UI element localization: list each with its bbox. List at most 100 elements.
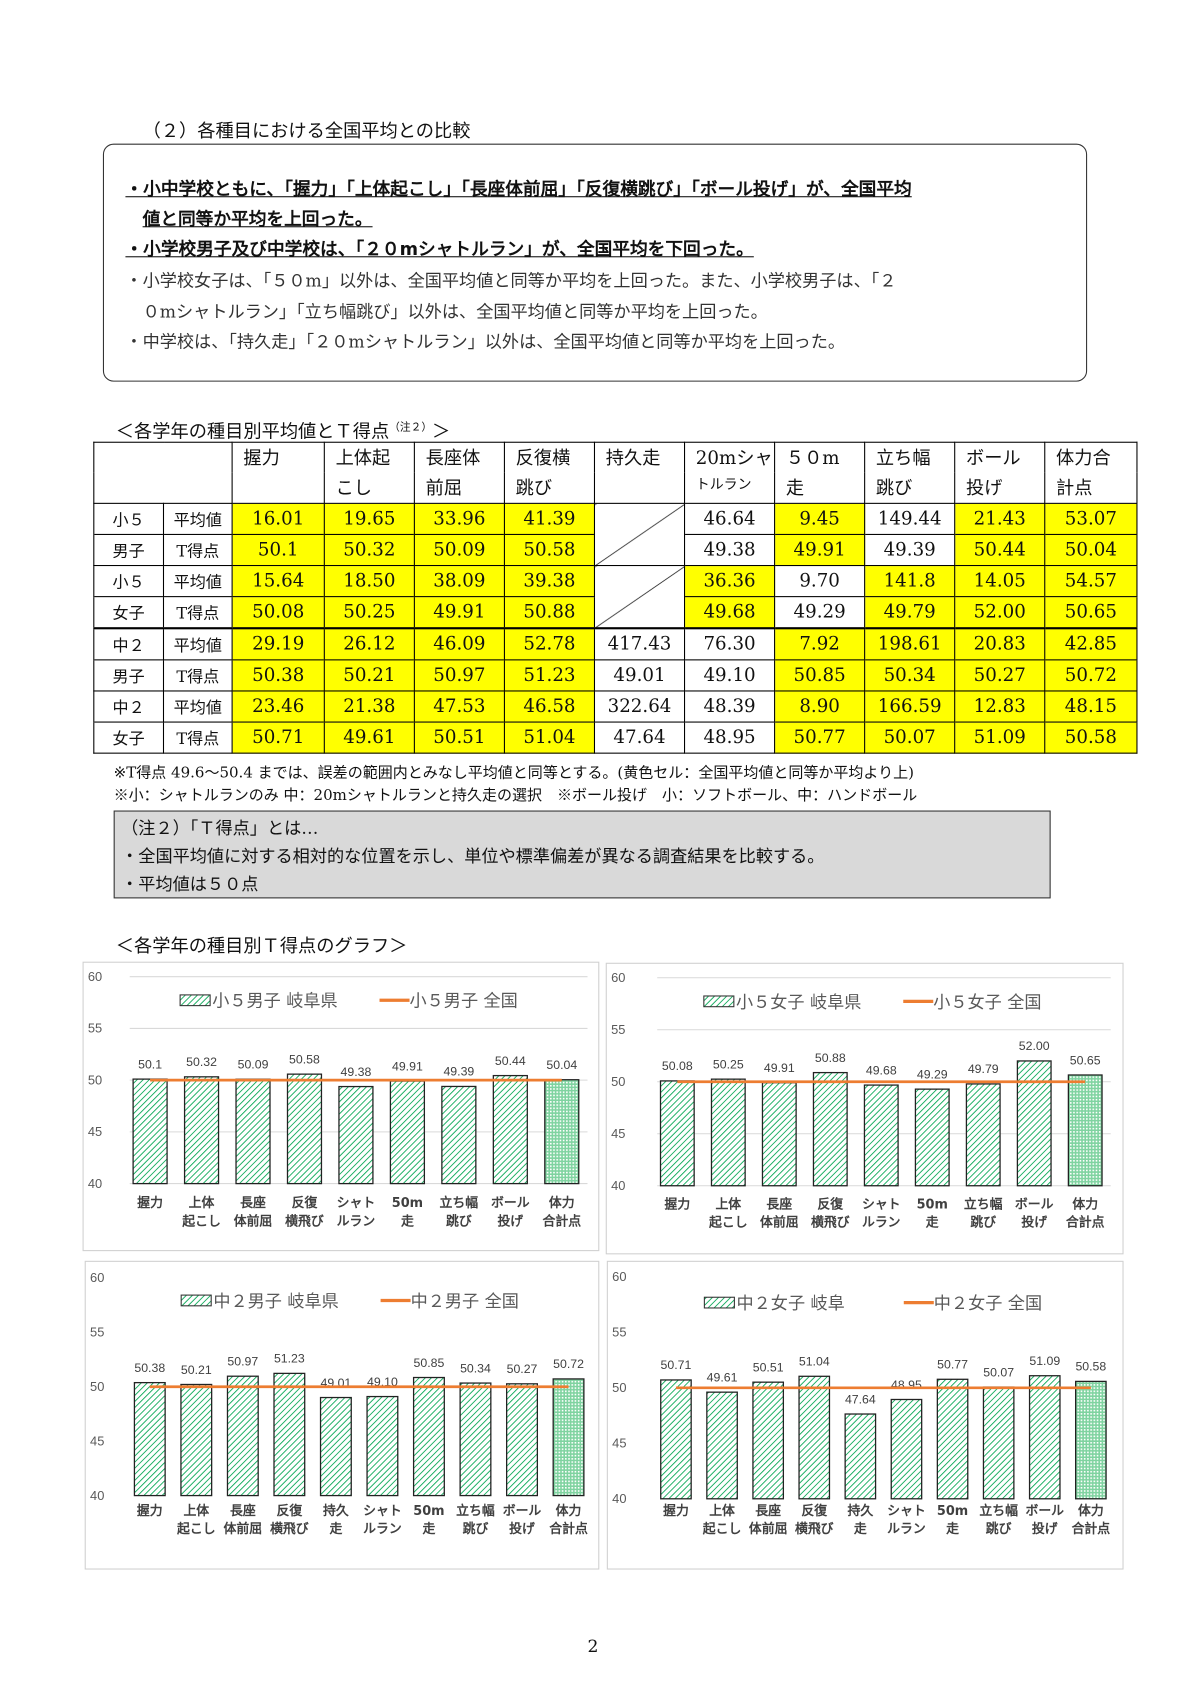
bar (812, 1071, 848, 1187)
data-label: 50.58 (289, 1052, 320, 1066)
category-label: 体力 (1072, 1196, 1098, 1212)
column-header-line2: 前屈 (413, 472, 505, 504)
group-label: 小５ (93, 564, 165, 598)
category-label: 反復 (277, 1503, 304, 1519)
chart-chu2-boys: 40 45 50 55 60 中２男子 岐阜県 中２男子 全国 50.38 握力 50.21 上体起… (84, 1260, 600, 1570)
category-label: シャト (862, 1197, 901, 1212)
y-tick-label: 40 (88, 1176, 102, 1191)
table-cell: 50.77 (774, 721, 866, 754)
category-label: 投げ (1021, 1214, 1047, 1230)
table-cell: 50.97 (413, 659, 505, 692)
table-cell: 49.01 (593, 659, 686, 692)
table-cell: 14.05 (954, 564, 1046, 598)
table-cell: 50.1 (231, 533, 325, 567)
category-label: シャト (887, 1504, 926, 1519)
group-label: 女子 (93, 721, 165, 754)
data-label: 49.91 (392, 1059, 423, 1073)
legend-label-national: 中２女子 全国 (934, 1294, 1042, 1314)
table-cell: 166.59 (864, 690, 956, 723)
bar (366, 1395, 399, 1497)
table-cell: 29.19 (231, 627, 325, 661)
table-cell: 50.04 (1044, 533, 1138, 567)
category-label: 上体 (189, 1195, 215, 1211)
legend-label-prefecture: 小５女子 岐阜県 (736, 993, 861, 1013)
bar (412, 1376, 445, 1497)
category-label: 横飛び (795, 1521, 834, 1537)
table-cell: 18.50 (323, 564, 415, 598)
note2-line: ・全国平均値に対する相対的な位置を示し、単位や標準偏差が異なる調査結果を比較する… (121, 845, 825, 867)
table-cell: 50.58 (1044, 721, 1138, 754)
table-cell: 49.38 (683, 533, 776, 567)
data-label: 49.38 (341, 1065, 372, 1079)
table-cell: 50.08 (231, 596, 325, 629)
category-label: 起こし (702, 1521, 742, 1537)
y-tick-label: 60 (611, 970, 625, 985)
not-applicable-cell (593, 565, 686, 629)
category-label: ルラン (363, 1522, 402, 1537)
page-number: 2 (587, 1636, 599, 1657)
bar (982, 1386, 1015, 1500)
category-label: 上体 (183, 1503, 209, 1519)
category-label: 長座 (755, 1503, 781, 1519)
category-label: 横飛び (811, 1214, 850, 1230)
bar (273, 1372, 306, 1497)
table-cell: 141.8 (864, 564, 956, 598)
category-label: 50m (937, 1504, 968, 1519)
table-cell: 50.85 (774, 659, 866, 692)
bar (338, 1085, 374, 1185)
table-cell: 20.83 (954, 627, 1046, 661)
category-label: 体力 (549, 1195, 575, 1211)
y-tick-label: 50 (612, 1380, 626, 1395)
column-header-line2: トルラン (683, 472, 776, 504)
category-label: 立ち幅 (964, 1196, 1003, 1212)
category-label: 合計点 (541, 1213, 581, 1229)
bar (752, 1381, 785, 1500)
table-cell: 7.92 (774, 627, 866, 661)
table-cell: 50.38 (231, 659, 325, 692)
table-cell: 39.38 (503, 564, 596, 598)
table-cell: 50.09 (413, 533, 505, 567)
row-label: T得点 (162, 533, 233, 567)
data-label: 50.1 (138, 1057, 162, 1071)
column-header: 立ち幅 (864, 441, 956, 473)
legend-label-prefecture: 中２男子 岐阜県 (213, 1292, 338, 1312)
table-cell: 46.64 (683, 502, 776, 535)
results-table: 握力 上体起 長座体 反復横 持久走 20mシャ ５０m 立ち幅 ボール 体力合 こし 前屈 跳び トルラ… (93, 441, 1138, 754)
table-cell: 50.44 (954, 533, 1046, 567)
data-label: 50.97 (227, 1354, 258, 1368)
y-tick-label: 60 (88, 969, 102, 984)
table-cell: 26.12 (323, 627, 415, 661)
column-header-line2: 跳び (864, 472, 956, 504)
chart-chu2-girls: 40 45 50 55 60 中２女子 岐阜 中２女子 全国 50.71 握力 49.61 上体 起こ… (606, 1260, 1124, 1570)
column-header: 反復横 (503, 441, 596, 473)
data-label: 50.04 (546, 1058, 577, 1072)
y-tick-label: 40 (612, 1491, 626, 1506)
legend-label-national: 中２男子 全国 (411, 1292, 519, 1312)
table-cell: 48.15 (1044, 690, 1138, 723)
y-tick-label: 50 (88, 1072, 102, 1087)
bar (1028, 1375, 1061, 1500)
legend-swatch-prefecture (180, 1294, 212, 1307)
table-cell: 50.72 (1044, 659, 1138, 692)
column-header: 握力 (231, 441, 325, 473)
data-label: 49.91 (764, 1061, 795, 1075)
y-tick-label: 45 (611, 1126, 625, 1141)
bar (710, 1078, 746, 1187)
category-label: 合計点 (1071, 1521, 1111, 1537)
table-cell: 38.09 (413, 564, 505, 598)
y-tick-label: 60 (90, 1270, 104, 1285)
bar (226, 1375, 259, 1497)
row-label: 平均値 (162, 564, 233, 598)
legend-swatch-prefecture (703, 995, 735, 1008)
table-cell: 50.34 (864, 659, 956, 692)
summary-bold-line: 値と同等か平均を上回った。 (142, 209, 373, 230)
table-cell: 49.91 (774, 533, 866, 567)
data-label: 50.25 (713, 1057, 744, 1071)
bar (492, 1074, 528, 1185)
data-label: 50.51 (753, 1360, 784, 1374)
bar (133, 1381, 166, 1497)
category-label: 持久 (323, 1503, 349, 1519)
table-cell: 21.38 (323, 690, 415, 723)
table-cell: 23.46 (231, 690, 325, 723)
category-label: 体前屈 (749, 1521, 788, 1537)
